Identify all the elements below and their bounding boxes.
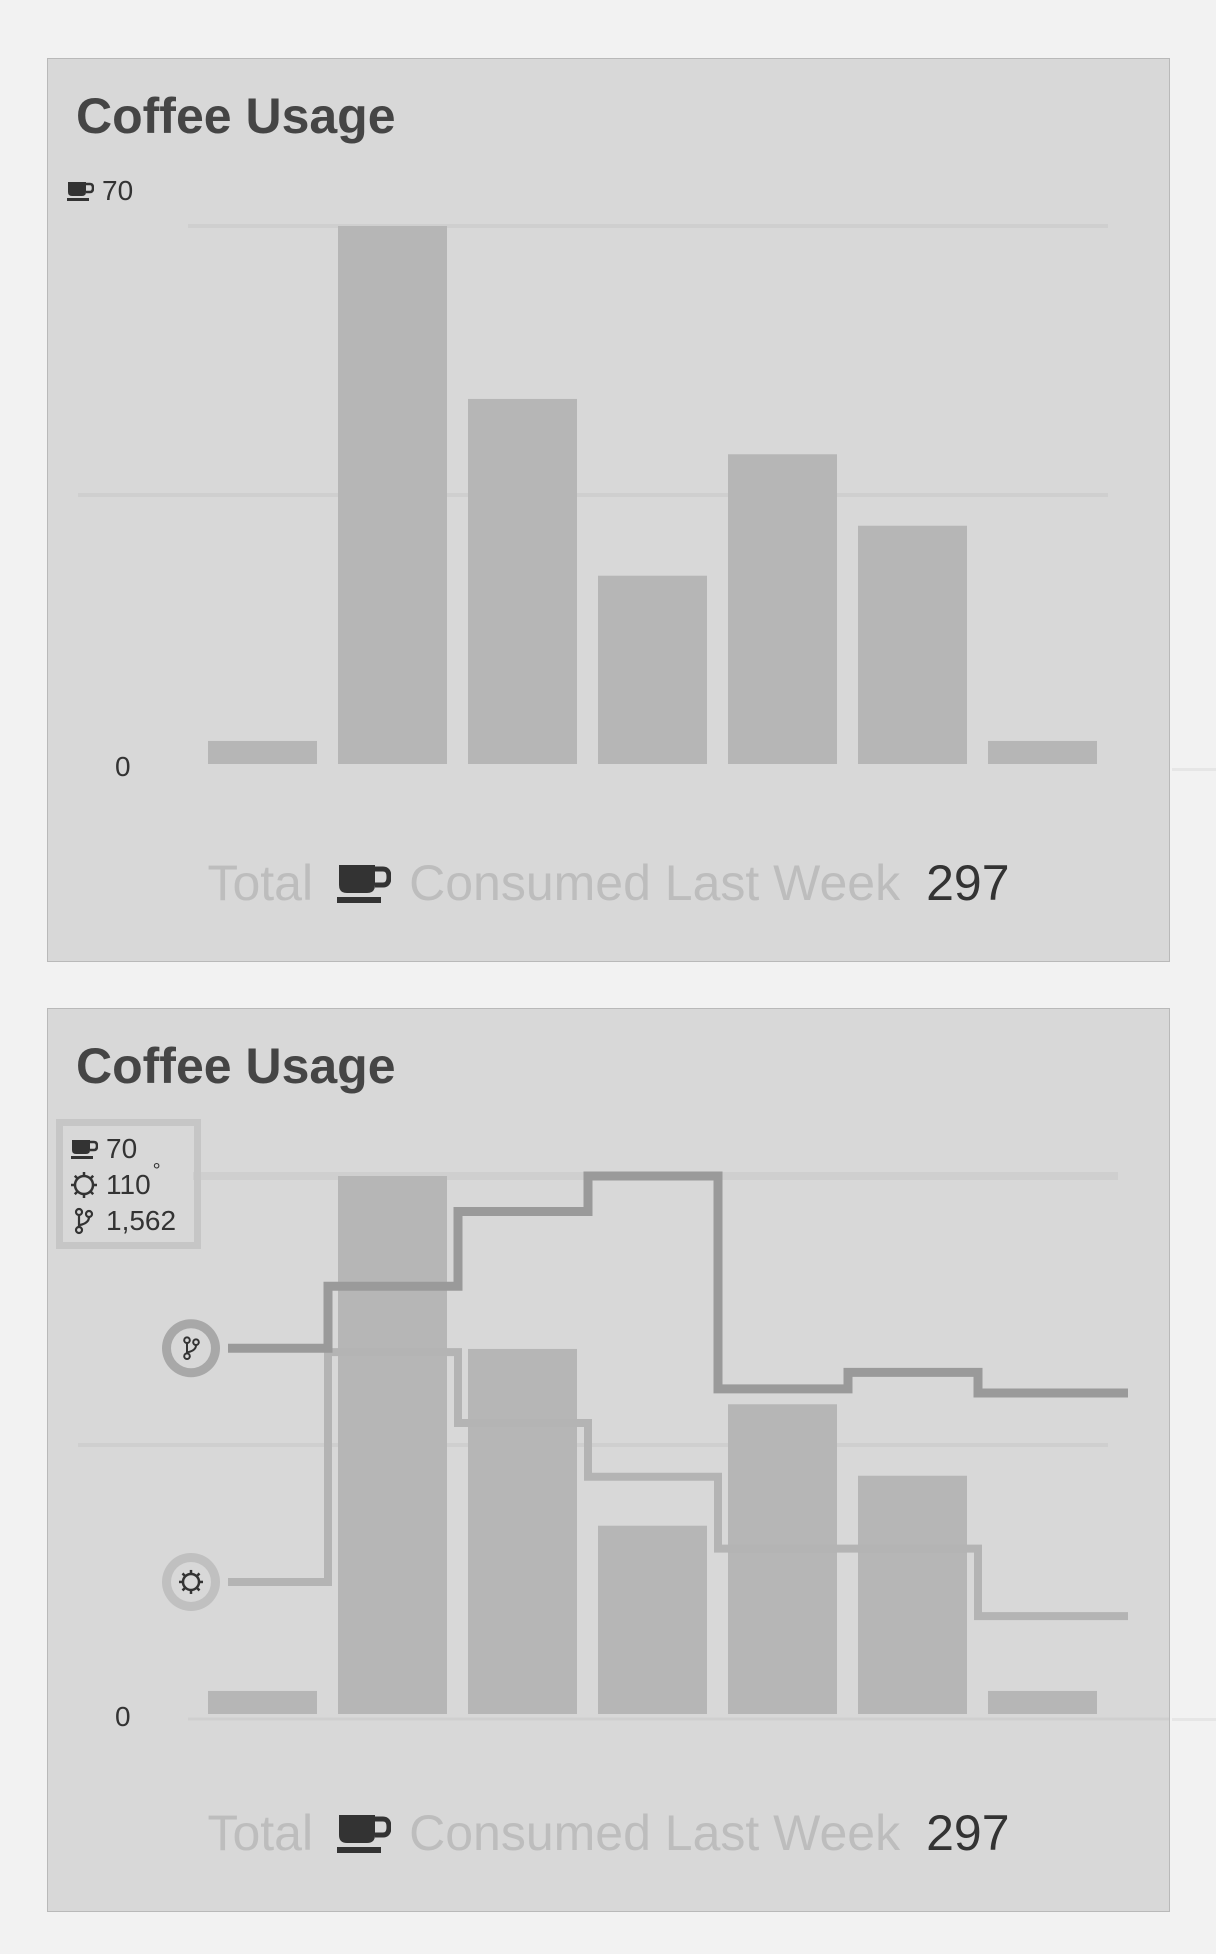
bar-3 [598, 1525, 707, 1714]
weekly-total: Total Consumed Last Week 297 [48, 1804, 1169, 1868]
totals-prefix: Total [207, 1805, 314, 1861]
commits-marker-inner [171, 1328, 211, 1369]
coffee-cup-icon [67, 182, 94, 201]
totals-prefix: Total [207, 855, 314, 911]
commits-icon [74, 1207, 94, 1235]
chart-panel-1: Coffee Usage 70 0 Total Consumed Last We… [47, 58, 1170, 962]
bar-6 [988, 740, 1097, 764]
bar-1 [338, 1176, 447, 1714]
bar-0 [208, 1690, 317, 1714]
totals-label: Consumed Last Week [409, 1805, 901, 1861]
coffee-cup-icon [337, 1815, 392, 1853]
bar-2 [468, 398, 577, 764]
baseline-extension [1172, 1718, 1216, 1721]
bar-3 [598, 575, 707, 764]
legend-temp-max: 110 ° [70, 1160, 161, 1201]
legend-coffee-value: 70 [106, 1133, 138, 1164]
coffee-cup-icon [337, 865, 392, 903]
baseline-extension [1172, 768, 1216, 771]
bar-4 [728, 454, 837, 764]
bar-1 [338, 226, 447, 764]
legend-box [56, 1119, 201, 1249]
bar-5 [858, 525, 967, 764]
coffee-bar-chart [78, 224, 1108, 764]
weekly-total: Total Consumed Last Week 297 [48, 854, 1169, 918]
coffee-combo-chart [78, 1171, 1169, 1721]
thermometer-icon [179, 1569, 203, 1594]
chart-panel-2: Coffee Usage 70 110 ° 1,562 [47, 1008, 1170, 1912]
totals-value: 297 [926, 855, 1010, 911]
legend-commits-max: 1,562 [70, 1205, 176, 1237]
legend-commits-value: 1,562 [106, 1205, 177, 1236]
coffee-cup-icon [71, 1140, 98, 1159]
bar-2 [468, 1348, 577, 1714]
totals-label: Consumed Last Week [409, 855, 901, 911]
bar-4 [728, 1404, 837, 1714]
legend-temp-value: 110 [106, 1169, 151, 1200]
commits-step-line [228, 1171, 1128, 1398]
thermometer-icon [71, 1172, 97, 1198]
bar-5 [858, 1475, 967, 1714]
panel-title: Coffee Usage [76, 1038, 396, 1094]
commits-icon [183, 1336, 200, 1361]
legend-coffee-value: 70 [102, 175, 134, 206]
panel-title: Coffee Usage [76, 88, 396, 144]
temp-unit: ° [152, 1159, 161, 1182]
y-axis-zero-label: 0 [115, 751, 131, 782]
legend-coffee-max: 70 [70, 1133, 137, 1165]
totals-value: 297 [926, 1805, 1010, 1861]
legend-coffee-max: 70 [66, 175, 133, 207]
temperature-marker-inner [171, 1561, 211, 1602]
bar-0 [208, 740, 317, 764]
bar-6 [988, 1690, 1097, 1714]
y-axis-zero-label: 0 [115, 1701, 131, 1732]
